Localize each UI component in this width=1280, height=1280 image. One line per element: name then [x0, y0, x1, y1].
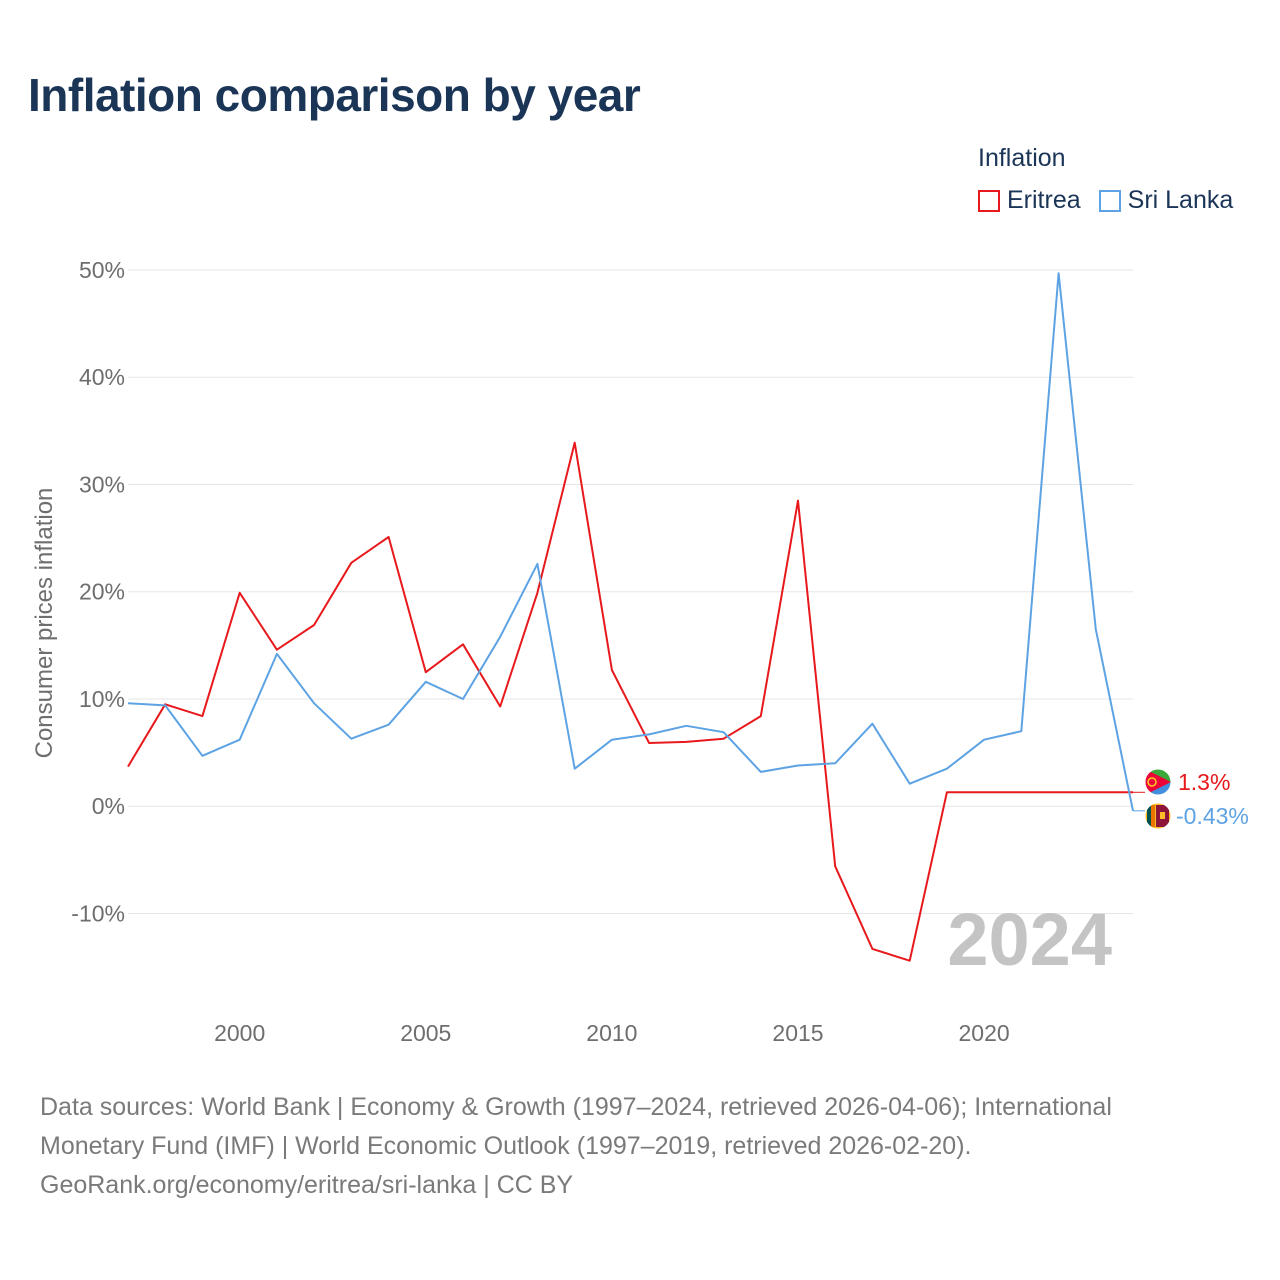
- series-line-sri-lanka: [127, 272, 1134, 812]
- legend-item-eritrea[interactable]: Eritrea: [978, 186, 1081, 215]
- y-tick-label: 40%: [79, 364, 125, 390]
- y-tick-label: 50%: [79, 257, 125, 283]
- footer-line-2: Monetary Fund (IMF) | World Economic Out…: [40, 1132, 972, 1160]
- legend-item-sri-lanka[interactable]: Sri Lanka: [1098, 186, 1234, 215]
- series-line-eritrea: [127, 441, 1133, 962]
- eritrea-flag-icon: [1144, 768, 1172, 796]
- legend: Eritrea Sri Lanka: [978, 186, 1251, 215]
- series-lines: [127, 272, 1145, 962]
- end-label-sri-lanka: -0.43%: [1176, 803, 1249, 829]
- legend-title: Inflation: [978, 144, 1066, 172]
- footer-line-1: Data sources: World Bank | Economy & Gro…: [40, 1093, 1112, 1121]
- x-axis: 2000 2005 2010 2015 2020: [214, 1020, 1010, 1046]
- x-tick-label: 2000: [214, 1020, 265, 1046]
- data-sources: Data sources: World Bank | Economy & Gro…: [40, 1088, 1240, 1205]
- y-axis-label: Consumer prices inflation: [31, 488, 58, 759]
- gridlines: [128, 269, 1133, 914]
- legend-label-eritrea: Eritrea: [1007, 186, 1081, 214]
- x-tick-label: 2015: [772, 1020, 823, 1046]
- chart-title: Inflation comparison by year: [28, 69, 641, 121]
- y-tick-label: 30%: [79, 471, 125, 497]
- y-tick-label: 20%: [79, 579, 125, 605]
- x-tick-label: 2010: [586, 1020, 637, 1046]
- y-axis: -10% 0% 10% 20% 30% 40% 50%: [71, 257, 125, 926]
- end-markers: [1144, 768, 1172, 830]
- y-tick-label: 0%: [92, 793, 125, 819]
- footer-line-3[interactable]: GeoRank.org/economy/eritrea/sri-lanka | …: [40, 1171, 574, 1199]
- x-tick-label: 2005: [400, 1020, 451, 1046]
- end-label-eritrea: 1.3%: [1178, 769, 1230, 795]
- legend-swatch-sri-lanka: [1098, 189, 1121, 212]
- x-tick-label: 2020: [959, 1020, 1010, 1046]
- year-watermark: 2024: [947, 898, 1112, 981]
- legend-label-sri-lanka: Sri Lanka: [1127, 186, 1234, 214]
- y-tick-label: -10%: [71, 900, 125, 926]
- y-tick-label: 10%: [79, 686, 125, 712]
- sri-lanka-flag-icon: [1144, 802, 1172, 830]
- legend-swatch-eritrea: [978, 189, 1000, 212]
